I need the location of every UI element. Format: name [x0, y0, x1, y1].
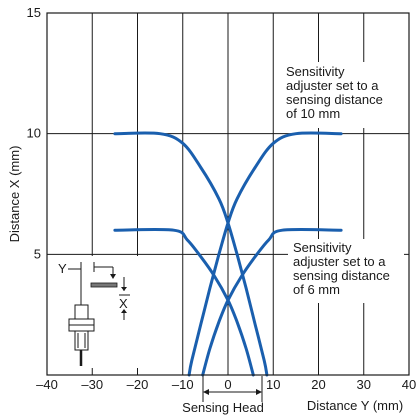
x-tick-label: 0	[224, 377, 231, 392]
x-axis-label: Distance Y (mm)	[307, 398, 403, 413]
annotation-10mm-bg	[280, 62, 398, 128]
inset-label-y: Y	[58, 261, 67, 276]
x-tick-label: –40	[36, 377, 58, 392]
curve-6mm	[113, 227, 255, 377]
plot-frame	[46, 12, 410, 376]
x-tick-label: 20	[311, 377, 325, 392]
x-tick-label: 40	[402, 377, 416, 392]
x-tick-label: –30	[81, 377, 103, 392]
annotation-6mm: Sensitivity adjuster set to a sensing di…	[293, 240, 393, 297]
curves	[113, 131, 343, 377]
x-tick-label: 10	[266, 377, 280, 392]
y-tick-label: 10	[27, 126, 41, 141]
tick-labels: –40 –30 –20 –10 0 10 20 30 40 5 10 15	[27, 5, 417, 392]
x-tick-label: –20	[127, 377, 149, 392]
y-tick-label: 15	[27, 5, 41, 20]
annotation-10mm-line: Sensitivity	[286, 64, 345, 79]
annotation-10mm-line: sensing distance	[286, 92, 383, 107]
curve-10mm	[187, 131, 343, 377]
annotation-10mm: Sensitivity adjuster set to a sensing di…	[286, 64, 386, 121]
inset-label-x: X	[119, 296, 128, 311]
x-tick-label: 30	[357, 377, 371, 392]
sensor-inset-diagram: Y X	[53, 256, 139, 368]
sensing-head-marker	[202, 376, 263, 402]
annotation-6mm-line: of 6 mm	[293, 282, 340, 297]
annotation-10mm-line: of 10 mm	[286, 106, 340, 121]
annotation-6mm-line: Sensitivity	[293, 240, 352, 255]
annotation-6mm-bg	[288, 239, 404, 303]
x-tick-label: –10	[172, 377, 194, 392]
y-tick-label: 5	[34, 246, 41, 261]
annotation-6mm-line: sensing distance	[293, 268, 390, 283]
curve-6mm	[201, 227, 343, 377]
y-axis-label: Distance X (mm)	[7, 146, 22, 243]
annotation-6mm-line: adjuster set to a	[293, 254, 386, 269]
sensing-head-label: Sensing Head	[182, 400, 264, 415]
annotation-10mm-line: adjuster set to a	[286, 78, 379, 93]
